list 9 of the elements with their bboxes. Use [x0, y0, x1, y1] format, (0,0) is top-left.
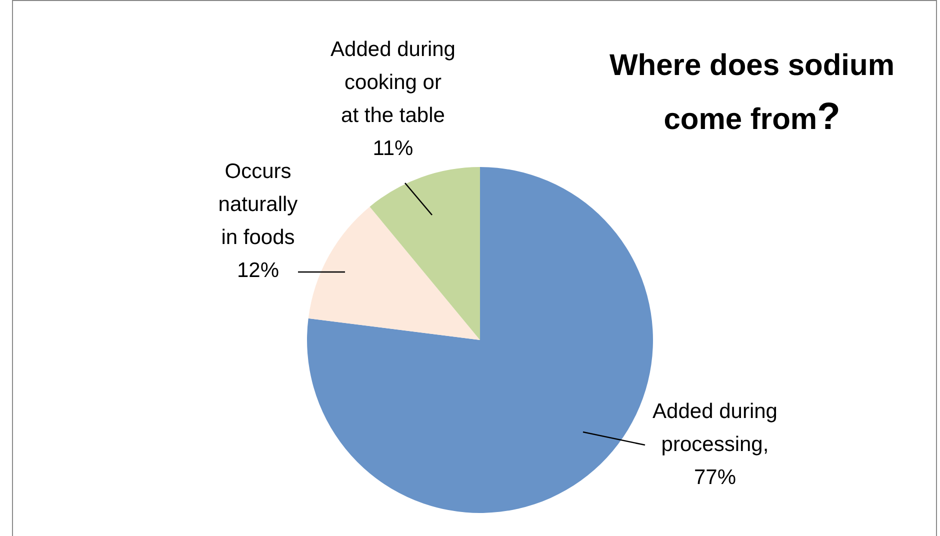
data-label: 11% [372, 137, 414, 160]
slice-label: Added during cooking or at the table [330, 38, 456, 127]
pie-slice [307, 167, 653, 513]
pie-slice [370, 167, 480, 340]
pie-slice [308, 206, 480, 340]
slice-label: Occurs naturally in foods [218, 160, 298, 249]
data-label: 12% [236, 259, 280, 282]
slice-label: Added during processing, 77% [652, 400, 778, 489]
text: Where does sodium come from? [609, 49, 895, 138]
